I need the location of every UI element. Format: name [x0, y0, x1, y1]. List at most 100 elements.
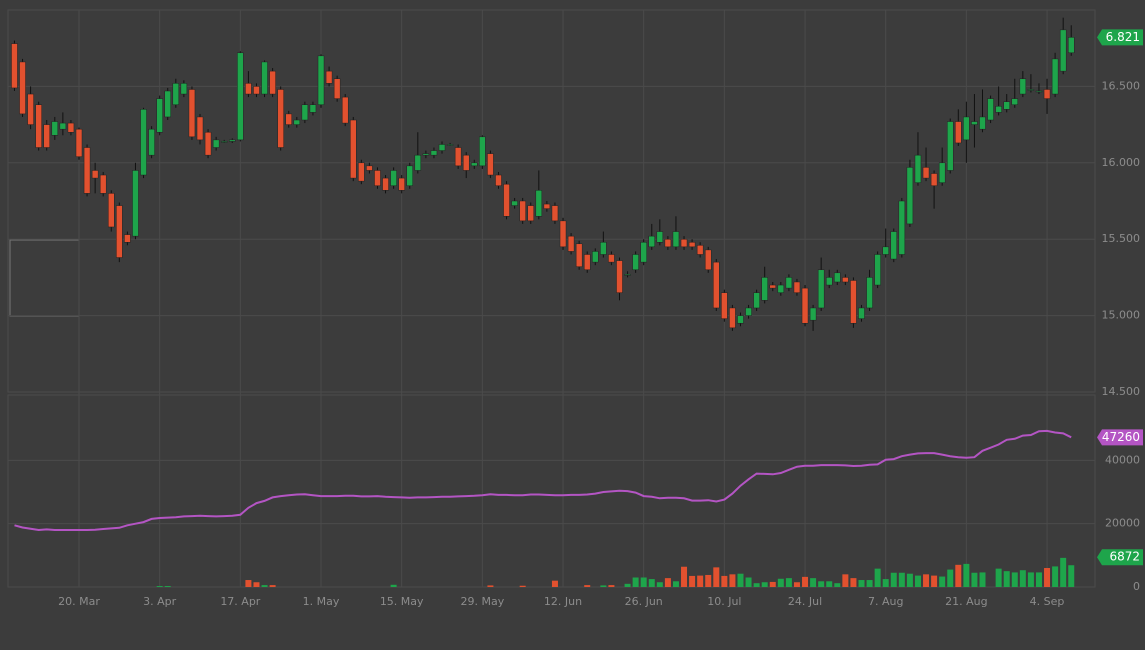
volume-bar — [164, 586, 171, 587]
candle-body — [801, 287, 809, 324]
candle-body — [1011, 98, 1019, 105]
candle-body — [51, 121, 59, 136]
candle-body — [358, 162, 365, 182]
last-price-badge-bg — [1097, 29, 1143, 46]
volume-bar — [648, 579, 655, 587]
candle-body — [624, 274, 631, 276]
candle-body — [422, 153, 430, 156]
volume-bar — [656, 582, 663, 587]
candle-body — [793, 281, 801, 293]
candle-body — [890, 231, 898, 260]
volume-bar — [971, 572, 978, 587]
volume-bar — [963, 563, 970, 587]
volume-badge: 6872 — [1109, 550, 1140, 564]
volume-bar — [681, 566, 688, 587]
volume-bar — [664, 578, 671, 587]
x-tick-label: 1. May — [303, 595, 340, 608]
volume-bar — [729, 574, 736, 587]
volume-bar — [810, 578, 817, 587]
candle-body — [777, 284, 785, 293]
candle-body — [963, 116, 970, 141]
volume-bar — [1052, 566, 1059, 587]
y-tick-label: 15.000 — [1102, 309, 1141, 322]
volume-bar — [793, 582, 800, 587]
candle-body — [390, 170, 397, 186]
candle-body — [180, 83, 188, 95]
indicator-line — [14, 429, 1072, 532]
y-tick-label: 16.500 — [1102, 79, 1141, 92]
candle-body — [825, 277, 833, 286]
candle-body — [632, 254, 639, 271]
candle-body — [971, 121, 978, 125]
candle-body — [382, 177, 389, 191]
y-tick-label: 14.500 — [1102, 385, 1141, 398]
candle-body — [737, 315, 744, 324]
x-tick-label: 3. Apr — [143, 595, 176, 608]
candle-body — [946, 121, 954, 171]
candle-body — [616, 260, 623, 293]
candle-body — [922, 167, 930, 179]
candle-body — [83, 147, 91, 194]
candle-body — [406, 165, 413, 186]
volume-bar — [769, 581, 776, 587]
volume-bar — [914, 575, 921, 587]
candle-body — [124, 234, 131, 243]
volume-bar — [713, 567, 720, 587]
candle-body — [543, 203, 551, 209]
candle-body — [269, 70, 276, 95]
candle-body — [75, 128, 83, 157]
volume-bar — [882, 579, 889, 587]
candle-body — [398, 177, 405, 191]
volume-bar — [1019, 570, 1026, 587]
candle-body — [309, 104, 317, 113]
volume-bar — [721, 575, 728, 587]
candle-body — [27, 93, 34, 125]
candle-body — [704, 249, 712, 271]
candle-body — [527, 205, 535, 222]
candle-body — [721, 292, 728, 319]
x-tick-label: 21. Aug — [945, 595, 987, 608]
candle-body — [495, 174, 502, 186]
candle-body — [640, 242, 647, 263]
candle-body — [519, 200, 526, 222]
candle-body — [753, 292, 760, 309]
candle-body — [874, 254, 881, 286]
candle-body — [930, 173, 938, 186]
volume-bar — [269, 585, 276, 587]
candle-body — [341, 96, 349, 124]
candle-body — [196, 116, 204, 141]
candle-body — [696, 245, 704, 255]
candle-body — [19, 61, 26, 115]
candle-body — [220, 141, 228, 143]
volume-bar — [245, 580, 252, 587]
candle-body — [204, 131, 212, 156]
candle-body — [987, 98, 994, 121]
volume-bar — [858, 580, 865, 587]
candle-body — [325, 70, 333, 84]
candle-body — [906, 167, 914, 225]
candle-body — [446, 144, 454, 146]
candle-body — [664, 238, 672, 248]
volume-bar — [156, 586, 163, 587]
volume-bar — [753, 583, 760, 587]
volume-bar — [866, 580, 873, 587]
candle-body — [301, 104, 309, 121]
candle-body — [898, 200, 906, 255]
candle-body — [333, 78, 341, 99]
x-tick-label: 15. May — [380, 595, 424, 608]
y-tick-label: 16.000 — [1102, 156, 1141, 169]
volume-bar — [640, 577, 647, 587]
candle-body — [559, 220, 567, 248]
volume-bar — [898, 572, 905, 587]
candle-body — [672, 231, 680, 248]
x-tick-label: 7. Aug — [868, 595, 903, 608]
candle-body — [535, 190, 543, 217]
candle-body — [809, 307, 817, 321]
candle-body — [91, 170, 99, 179]
candle-body — [59, 122, 67, 130]
x-tick-label: 29. May — [460, 595, 504, 608]
volume-bar — [1068, 565, 1075, 587]
candle-body — [503, 183, 510, 217]
volume-bar — [874, 568, 881, 587]
